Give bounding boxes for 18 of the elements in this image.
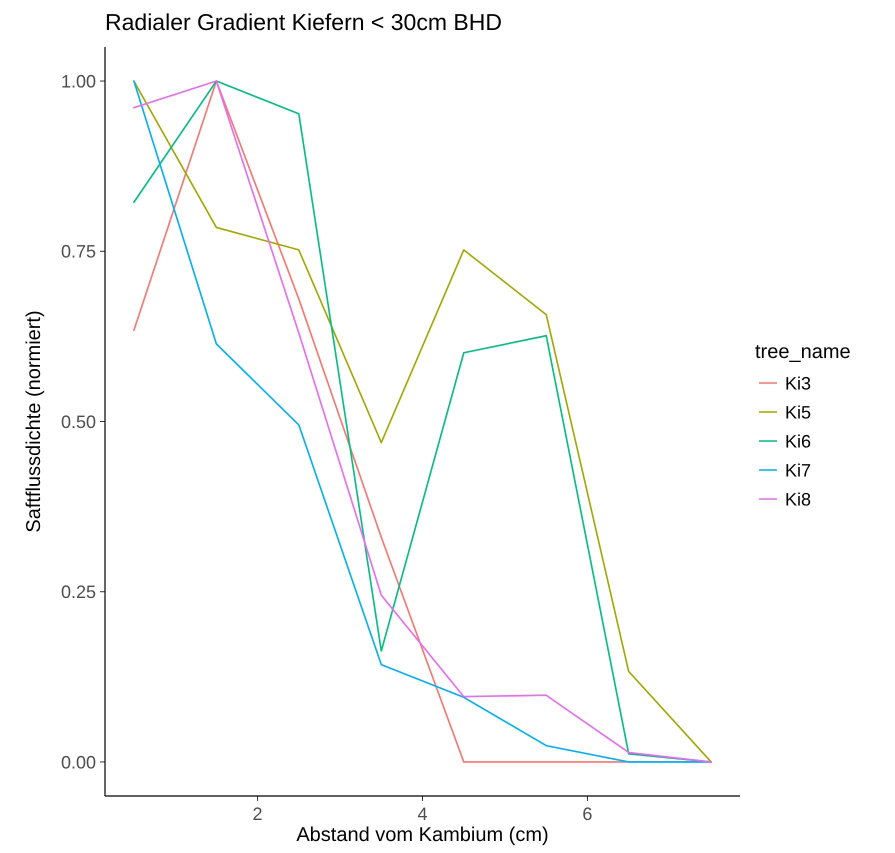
line-series — [133, 80, 712, 763]
x-tick-label: 6 — [582, 804, 592, 824]
y-axis-title: Saftflussdichte (normiert) — [23, 310, 45, 533]
legend-label: Ki3 — [785, 373, 812, 394]
legend-label: Ki5 — [785, 402, 812, 422]
legend-title: tree_name — [755, 341, 851, 363]
x-tick-label: 2 — [252, 804, 263, 824]
x-axis-title: Abstand vom Kambium (cm) — [296, 824, 549, 846]
legend-label: Ki6 — [785, 431, 812, 452]
legend-label: Ki8 — [785, 489, 812, 510]
y-tick-label: 0.00 — [60, 752, 96, 772]
chart-title: Radialer Gradient Kiefern < 30cm BHD — [105, 9, 502, 35]
y-tick-label: 0.25 — [60, 582, 96, 602]
y-tick-label: 0.50 — [60, 412, 96, 432]
y-tick-label: 1.00 — [60, 71, 96, 92]
y-tick-label: 0.75 — [60, 242, 96, 262]
legend-label: Ki7 — [785, 460, 812, 480]
x-tick-label: 4 — [417, 804, 428, 824]
